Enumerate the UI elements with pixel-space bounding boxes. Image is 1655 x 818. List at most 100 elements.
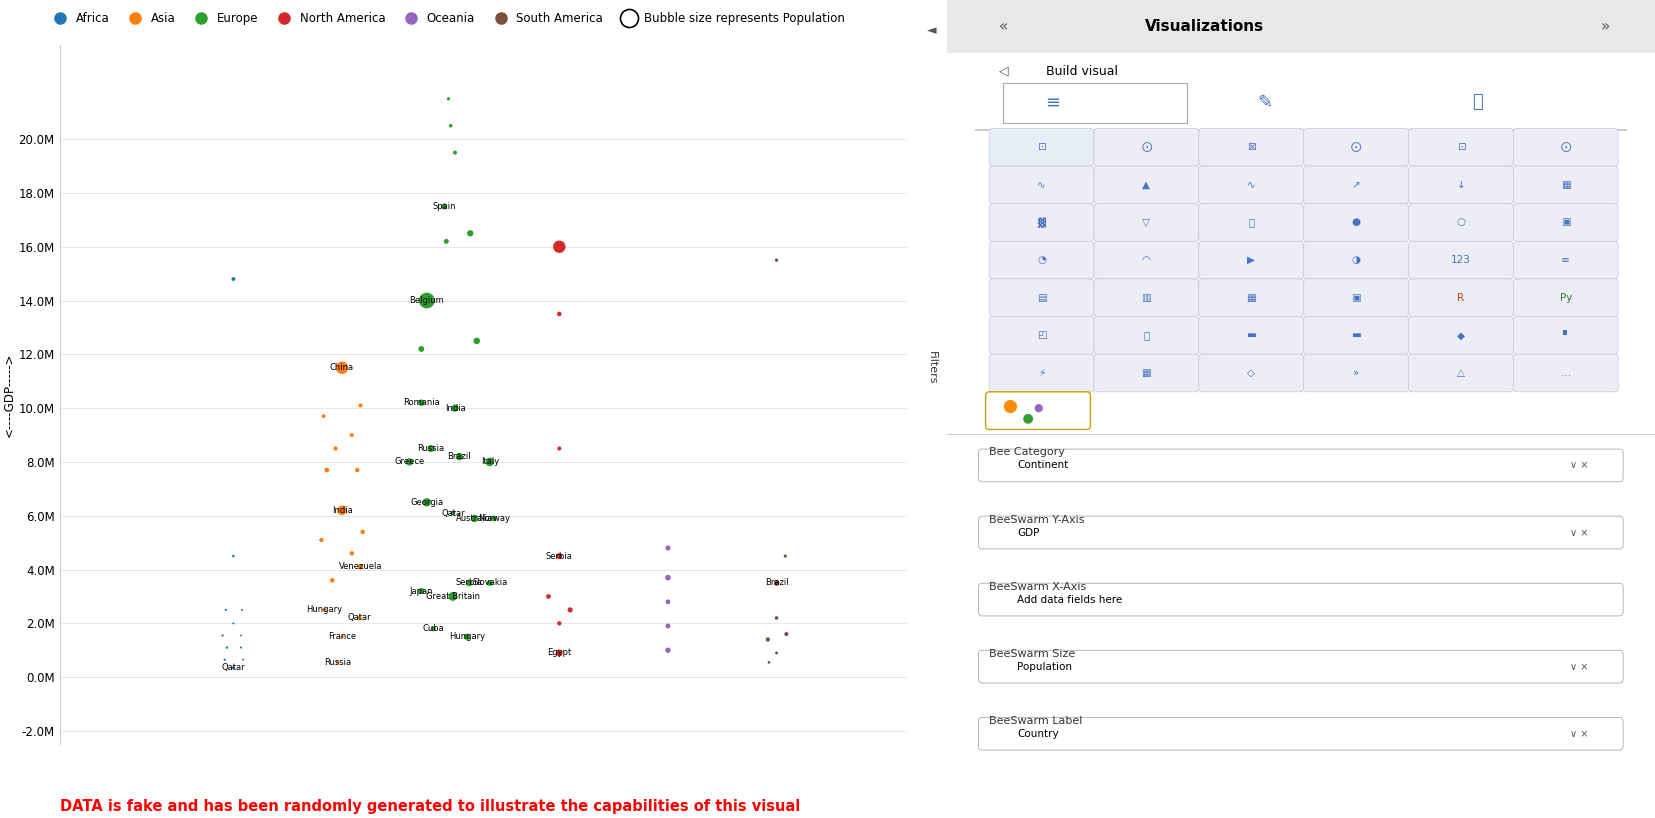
Point bbox=[755, 633, 781, 646]
FancyBboxPatch shape bbox=[1094, 354, 1198, 392]
FancyBboxPatch shape bbox=[990, 317, 1094, 354]
Text: ∿: ∿ bbox=[1246, 180, 1256, 190]
Text: BeeSwarm X-Axis: BeeSwarm X-Axis bbox=[990, 582, 1086, 591]
FancyBboxPatch shape bbox=[1304, 204, 1408, 241]
Text: Romania: Romania bbox=[402, 398, 440, 407]
Point bbox=[763, 577, 789, 590]
Point bbox=[462, 512, 488, 525]
Text: Spain: Spain bbox=[432, 202, 455, 211]
FancyBboxPatch shape bbox=[1094, 128, 1198, 166]
Point bbox=[756, 656, 783, 669]
Text: China: China bbox=[329, 363, 354, 372]
Point bbox=[655, 571, 682, 584]
FancyBboxPatch shape bbox=[990, 241, 1094, 279]
Text: ◆: ◆ bbox=[1456, 330, 1465, 340]
Text: ∨ ×: ∨ × bbox=[1571, 729, 1589, 739]
FancyBboxPatch shape bbox=[1094, 204, 1198, 241]
FancyBboxPatch shape bbox=[1513, 317, 1619, 354]
Point bbox=[482, 512, 508, 525]
Text: ◁: ◁ bbox=[998, 65, 1008, 78]
Text: Greece: Greece bbox=[394, 457, 425, 466]
Point bbox=[339, 547, 366, 560]
FancyBboxPatch shape bbox=[1198, 279, 1304, 317]
Text: ⬜: ⬜ bbox=[1144, 330, 1150, 340]
Text: India: India bbox=[445, 403, 465, 412]
Point bbox=[228, 604, 255, 617]
Point bbox=[457, 227, 483, 240]
Text: ∨ ×: ∨ × bbox=[1571, 528, 1589, 537]
FancyBboxPatch shape bbox=[978, 516, 1624, 549]
Text: ▬: ▬ bbox=[1350, 330, 1360, 340]
Text: ▦: ▦ bbox=[1142, 368, 1152, 378]
Bar bbox=[975, 129, 1627, 131]
Point bbox=[346, 611, 372, 624]
Point bbox=[313, 464, 339, 477]
Text: Filters: Filters bbox=[927, 352, 937, 384]
Point bbox=[440, 506, 467, 519]
FancyBboxPatch shape bbox=[990, 354, 1094, 392]
Point bbox=[453, 630, 480, 643]
FancyBboxPatch shape bbox=[1408, 279, 1513, 317]
Text: ⌕: ⌕ bbox=[1473, 93, 1483, 111]
Text: Russia: Russia bbox=[324, 658, 351, 667]
Point bbox=[442, 146, 468, 160]
FancyBboxPatch shape bbox=[1198, 241, 1304, 279]
Text: Russia: Russia bbox=[417, 444, 445, 453]
Point bbox=[655, 542, 682, 555]
Text: ○: ○ bbox=[1456, 218, 1465, 227]
Text: ⊡: ⊡ bbox=[1038, 142, 1046, 152]
Point bbox=[344, 464, 371, 477]
Text: ⊡: ⊡ bbox=[1456, 142, 1465, 152]
Point bbox=[435, 92, 462, 106]
FancyBboxPatch shape bbox=[1408, 128, 1513, 166]
Text: Py: Py bbox=[1559, 293, 1572, 303]
Point bbox=[763, 646, 789, 659]
Point bbox=[1026, 402, 1053, 415]
Text: Slovakia: Slovakia bbox=[472, 578, 508, 587]
FancyBboxPatch shape bbox=[1408, 166, 1513, 204]
Point bbox=[319, 573, 346, 587]
Point bbox=[414, 496, 440, 509]
Point bbox=[339, 429, 366, 442]
Y-axis label: <----GDP----->: <----GDP-----> bbox=[3, 353, 15, 437]
Text: Qatar: Qatar bbox=[348, 614, 371, 622]
Text: GDP: GDP bbox=[1018, 528, 1039, 537]
FancyBboxPatch shape bbox=[1408, 241, 1513, 279]
FancyBboxPatch shape bbox=[990, 279, 1094, 317]
Text: R: R bbox=[1458, 293, 1465, 303]
Text: «: « bbox=[998, 19, 1008, 34]
FancyBboxPatch shape bbox=[1408, 354, 1513, 392]
Text: ▬: ▬ bbox=[1246, 330, 1256, 340]
FancyBboxPatch shape bbox=[978, 449, 1624, 482]
Text: Georgia: Georgia bbox=[410, 498, 444, 507]
Point bbox=[230, 653, 257, 666]
Point bbox=[535, 590, 561, 603]
Point bbox=[558, 604, 584, 617]
Text: BeeSwarm Y-Axis: BeeSwarm Y-Axis bbox=[990, 515, 1084, 524]
FancyBboxPatch shape bbox=[978, 583, 1624, 616]
Point bbox=[409, 585, 435, 598]
FancyBboxPatch shape bbox=[1198, 128, 1304, 166]
Text: ⊠: ⊠ bbox=[1246, 142, 1256, 152]
Text: Population: Population bbox=[1018, 662, 1072, 672]
Point bbox=[409, 396, 435, 409]
Bar bbox=[947, 0, 1655, 53]
FancyBboxPatch shape bbox=[1408, 317, 1513, 354]
FancyBboxPatch shape bbox=[1198, 317, 1304, 354]
FancyBboxPatch shape bbox=[1304, 128, 1408, 166]
Point bbox=[455, 577, 482, 590]
Point bbox=[220, 550, 247, 563]
Text: India: India bbox=[331, 506, 353, 515]
FancyBboxPatch shape bbox=[978, 650, 1624, 683]
Text: »: » bbox=[1600, 19, 1610, 34]
Point bbox=[409, 343, 435, 356]
Text: …: … bbox=[1561, 368, 1571, 378]
Text: Egypt: Egypt bbox=[548, 649, 571, 658]
Text: ▦: ▦ bbox=[1561, 180, 1571, 190]
Point bbox=[655, 596, 682, 609]
Text: Qatar: Qatar bbox=[440, 509, 465, 518]
Point bbox=[546, 617, 573, 630]
Point bbox=[546, 550, 573, 563]
Text: Bee Category: Bee Category bbox=[990, 447, 1066, 457]
Text: Add data fields here: Add data fields here bbox=[1018, 595, 1122, 605]
